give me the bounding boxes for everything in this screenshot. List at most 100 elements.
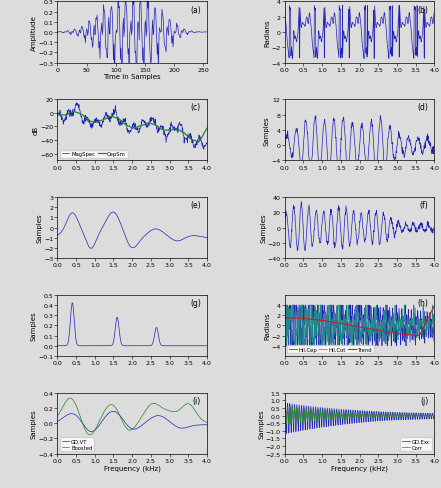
Boosted [121,421,127,427]
Trend [348,323,353,328]
Trend [416,333,422,339]
CepSm [196,140,201,146]
GD.Exc [405,414,411,420]
Y-axis label: Radians: Radians [264,312,270,340]
Hil.Cot [286,304,291,310]
CepSm [188,137,194,143]
MagSpec [58,109,63,115]
Y-axis label: Samples: Samples [37,213,42,243]
Text: (j): (j) [420,396,428,405]
Corr [405,414,411,420]
Corr [282,408,288,414]
MagSpec [121,118,126,123]
Text: (a): (a) [190,5,201,15]
Boosted [58,408,63,414]
GD.Exc [286,409,291,415]
Y-axis label: dB: dB [33,126,39,135]
Boosted [87,432,93,438]
Trend [332,320,337,325]
Trend [432,303,437,309]
GD.VT [111,408,116,414]
Hil.Cot [282,343,288,349]
Y-axis label: Samples: Samples [260,213,266,243]
Boosted [76,410,82,416]
Hil.Cep [285,334,291,340]
MagSpec [177,122,183,127]
Hil.Cep [405,320,411,326]
Corr [286,417,291,423]
Y-axis label: Radians: Radians [264,19,270,47]
Trend [404,332,410,338]
GD.Exc [432,412,437,418]
CepSm [177,128,183,134]
Text: (d): (d) [418,103,428,112]
Y-axis label: Samples: Samples [30,408,37,438]
GD.Exc [282,400,288,406]
Corr [304,412,310,418]
Trend [282,315,288,321]
Line: Hil.Cot: Hil.Cot [285,305,434,346]
Corr [333,415,338,421]
Hil.Cot [405,316,411,322]
Boosted [67,395,73,401]
Line: Boosted: Boosted [57,398,207,435]
MagSpec [201,147,206,153]
Legend: GD.Exc, Corr: GD.Exc, Corr [400,438,432,451]
MagSpec [76,102,82,108]
Hil.Cep [348,314,354,320]
Corr [348,413,354,419]
Legend: MagSpec, CepSm: MagSpec, CepSm [60,150,127,159]
Line: GD.Exc: GD.Exc [285,403,434,433]
Boosted [189,403,194,409]
Hil.Cot [304,325,310,331]
Hil.Cot [333,310,338,316]
Y-axis label: Samples: Samples [31,311,37,341]
Text: (h): (h) [418,298,428,307]
CepSm [121,121,126,127]
Y-axis label: Amplitude: Amplitude [30,15,37,51]
Line: CepSm: CepSm [57,112,207,143]
Hil.Cep [286,343,291,349]
GD.VT [121,418,127,424]
GD.Exc [416,411,422,417]
MagSpec [55,113,60,119]
Corr [284,422,289,427]
X-axis label: Frequency (kHz): Frequency (kHz) [104,465,161,471]
Hil.Cep [416,328,422,334]
Text: (i): (i) [193,396,201,405]
Hil.Cot [432,324,437,329]
X-axis label: Frequency (kHz): Frequency (kHz) [331,465,388,471]
Text: (g): (g) [190,298,201,307]
Hil.Cep [282,316,288,322]
GD.Exc [333,412,338,418]
GD.Exc [348,410,354,416]
Corr [432,412,437,418]
Text: (b): (b) [418,5,428,15]
Boosted [105,404,110,409]
GD.VT [55,419,60,425]
Legend: GD.VT, Boosted: GD.VT, Boosted [60,438,94,451]
Trend [415,333,421,339]
GD.VT [58,417,63,423]
GD.VT [178,425,183,431]
X-axis label: Time in Samples: Time in Samples [103,74,161,80]
Text: (c): (c) [191,103,201,112]
Text: (e): (e) [191,201,201,210]
GD.Exc [284,430,289,436]
CepSm [105,116,110,122]
GD.VT [189,423,194,429]
Boosted [204,420,209,426]
Boosted [178,406,183,412]
Hil.Cep [333,343,338,349]
CepSm [76,111,82,117]
MagSpec [105,116,110,122]
Hil.Cot [416,325,422,330]
GD.Exc [304,407,310,413]
Boosted [55,413,60,419]
Text: (f): (f) [420,201,428,210]
CepSm [58,113,63,119]
Line: Corr: Corr [285,407,434,425]
Line: MagSpec: MagSpec [57,103,207,150]
Trend [285,315,290,321]
GD.VT [89,429,94,435]
